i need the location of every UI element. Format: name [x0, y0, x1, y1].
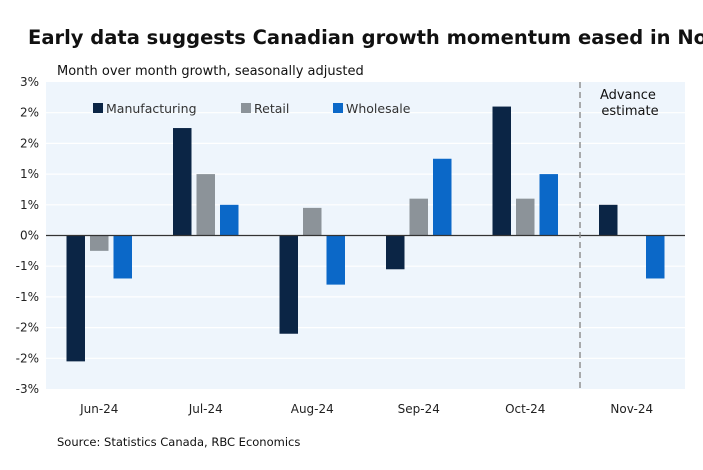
- legend-label-manufacturing: Manufacturing: [106, 101, 197, 116]
- bar-retail-sep-24: [409, 198, 428, 236]
- bar-wholesale-oct-24: [539, 174, 558, 236]
- legend-swatch-retail: [241, 103, 251, 113]
- bar-wholesale-sep-24: [433, 158, 452, 236]
- advance-estimate-note-line-2: estimate: [601, 104, 658, 119]
- x-axis-ticks: Jun-24 Jul-24 Aug-24 Sep-24 Oct-24 Nov-24: [79, 402, 653, 416]
- bar-retail-jun-24: [90, 235, 109, 251]
- y-tick-label: -1%: [16, 259, 39, 273]
- x-tick-label: Nov-24: [610, 402, 653, 416]
- x-tick-label: Jun-24: [79, 402, 118, 416]
- bar-manufacturing-jul-24: [173, 128, 192, 236]
- y-tick-label: 1%: [20, 167, 39, 181]
- bar-manufacturing-jun-24: [66, 235, 85, 362]
- y-tick-label: 1%: [20, 198, 39, 212]
- advance-estimate-note-line-1: Advance: [600, 88, 656, 103]
- y-tick-label: -3%: [16, 382, 39, 396]
- x-tick-label: Sep-24: [398, 402, 440, 416]
- bars: [66, 106, 665, 362]
- y-tick-label: 2%: [20, 136, 39, 150]
- bar-retail-jul-24: [196, 174, 215, 236]
- advance-estimate-note: Advance estimate: [600, 88, 660, 119]
- y-tick-label: 3%: [20, 75, 39, 89]
- y-tick-label: -1%: [16, 290, 39, 304]
- bar-manufacturing-nov-24: [599, 204, 618, 236]
- bar-retail-aug-24: [303, 207, 322, 236]
- legend: Manufacturing Retail Wholesale: [93, 101, 411, 116]
- y-tick-label: 0%: [20, 229, 39, 243]
- bar-wholesale-jul-24: [220, 204, 239, 236]
- bar-wholesale-nov-24: [646, 235, 665, 279]
- bar-wholesale-aug-24: [326, 235, 345, 285]
- bar-manufacturing-sep-24: [386, 235, 405, 270]
- bar-wholesale-jun-24: [113, 235, 132, 279]
- legend-label-retail: Retail: [254, 101, 289, 116]
- y-tick-label: 2%: [20, 106, 39, 120]
- gridlines: [46, 112, 685, 359]
- bar-manufacturing-oct-24: [492, 106, 511, 236]
- x-tick-label: Oct-24: [505, 402, 545, 416]
- x-tick-label: Jul-24: [188, 402, 223, 416]
- legend-label-wholesale: Wholesale: [346, 101, 411, 116]
- legend-swatch-wholesale: [333, 103, 343, 113]
- bar-manufacturing-aug-24: [279, 235, 298, 334]
- y-axis-ticks: 3% 2% 2% 1% 1% 0% -1% -1% -2% -2% -3%: [16, 75, 39, 396]
- legend-swatch-manufacturing: [93, 103, 103, 113]
- y-tick-label: -2%: [16, 321, 39, 335]
- chart-title: Early data suggests Canadian growth mome…: [28, 26, 703, 49]
- chart-subtitle: Month over month growth, seasonally adju…: [57, 64, 364, 79]
- bar-retail-oct-24: [516, 198, 535, 236]
- x-tick-label: Aug-24: [291, 402, 334, 416]
- y-tick-label: -2%: [16, 351, 39, 365]
- source-note: Source: Statistics Canada, RBC Economics: [57, 435, 300, 449]
